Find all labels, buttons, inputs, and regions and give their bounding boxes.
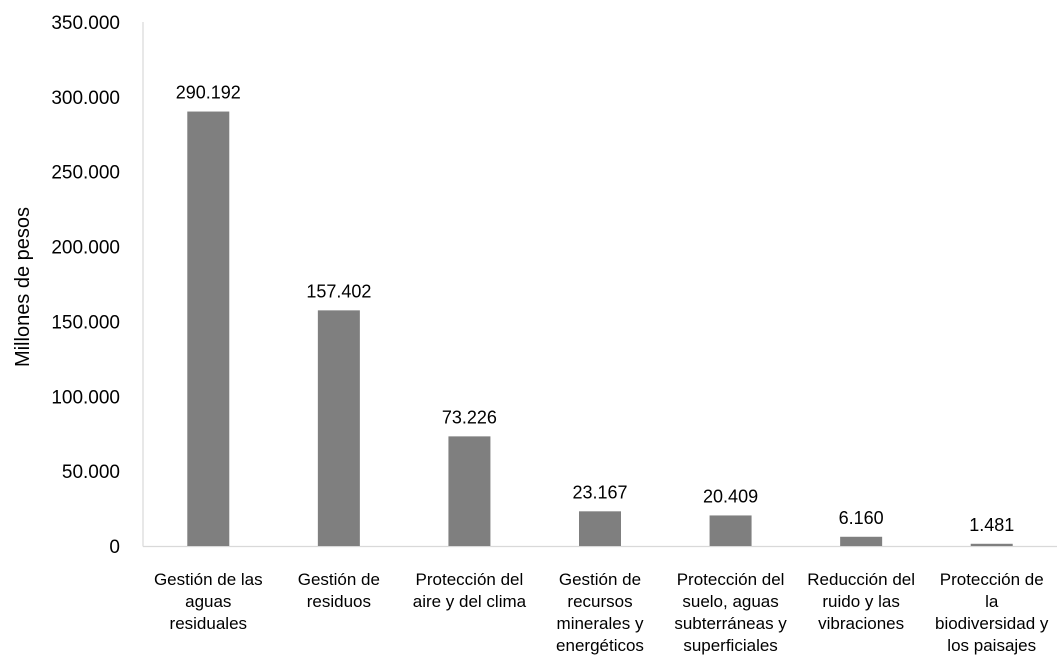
category-label: Gestión de las aguas residuales (154, 570, 263, 633)
y-tick-label: 300.000 (51, 88, 120, 109)
bar (187, 111, 230, 546)
category-label: Protección del aire y del clima (413, 570, 527, 611)
bar (317, 310, 360, 546)
bar (579, 511, 621, 546)
y-tick-label: 200.000 (51, 238, 120, 259)
data-label: 1.481 (969, 515, 1014, 535)
y-tick-label: 50.000 (62, 462, 120, 483)
y-tick-label: 350.000 (51, 13, 120, 34)
data-label: 290.192 (176, 83, 241, 103)
category-label: Gestión de recursos minerales y energéticos (556, 570, 644, 655)
data-label: 20.409 (703, 486, 758, 506)
category-labels: Gestión de las aguas residuales Gestión de r… (154, 570, 1049, 655)
y-tick-labels: 0 50.000 100.000 150.000 200.000 250.000 300.0… (51, 13, 120, 558)
axes (142, 22, 1057, 548)
bars (187, 111, 1013, 546)
y-tick-label: 100.000 (51, 387, 120, 408)
category-label: Protección del suelo, aguas subterráneas y… (674, 570, 787, 655)
y-axis-title: Millones de pesos (12, 207, 34, 367)
category-label: Reducción del ruido y las vibraciones (807, 570, 915, 633)
data-label: 73.226 (442, 407, 497, 427)
data-labels: 290.192 157.402 73.226 23.167 20.409 6.160 1.4… (176, 83, 1014, 535)
category-label: Gestión de residuos (298, 570, 380, 611)
bar (840, 536, 883, 546)
bar (709, 515, 752, 546)
y-tick-label: 250.000 (51, 163, 120, 184)
data-label: 157.402 (306, 281, 371, 301)
data-label: 23.167 (572, 482, 627, 502)
y-tick-label: 150.000 (51, 312, 120, 333)
y-tick-label: 0 (109, 537, 120, 558)
data-label: 6.160 (839, 508, 884, 528)
bar (970, 543, 1013, 546)
category-label: Protección de la biodiversidad y los paisaj… (935, 570, 1049, 655)
bar (448, 436, 491, 546)
